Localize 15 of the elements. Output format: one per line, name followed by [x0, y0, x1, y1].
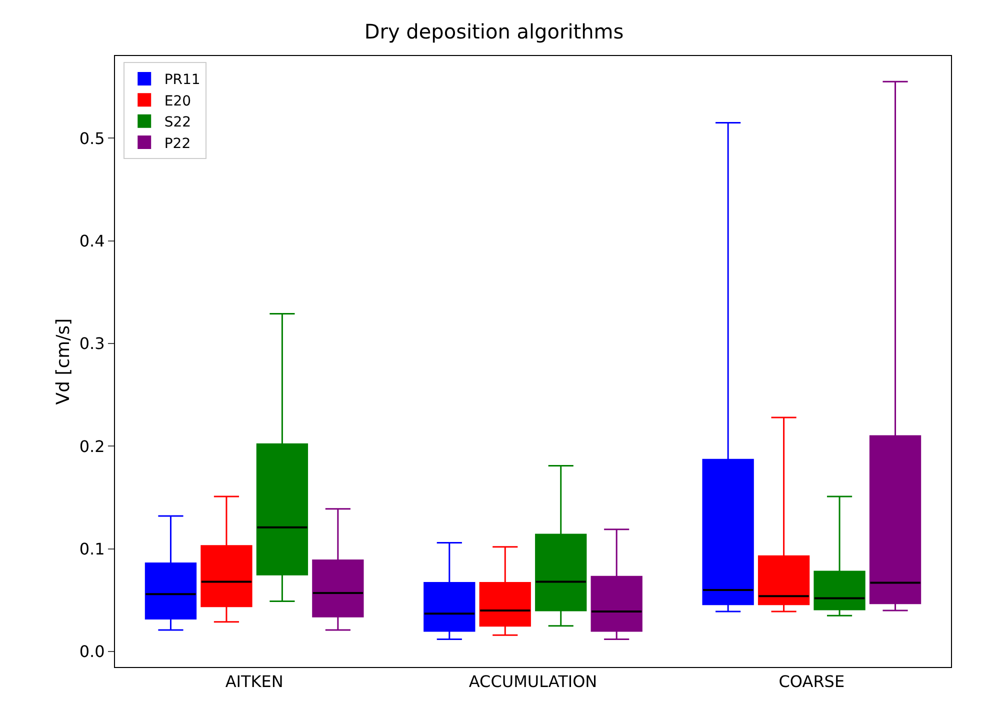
y-tick-label: 0.5	[79, 128, 105, 148]
x-tick-label: AITKEN	[225, 672, 284, 692]
legend-label: E20	[164, 93, 192, 110]
x-tick-label: ACCUMULATION	[468, 672, 598, 692]
x-tick-label: COARSE	[778, 672, 845, 692]
y-axis-title: Vd [cm/s]	[53, 318, 74, 405]
legend-label: PR11	[164, 72, 200, 88]
legend-label: P22	[164, 136, 191, 152]
chart-title: Dry deposition algorithms	[364, 20, 624, 44]
y-tick-label: 0.2	[79, 436, 105, 456]
legend-label: S22	[164, 114, 192, 131]
y-tick-label: 0.4	[79, 231, 105, 250]
y-tick-label: 0.0	[79, 642, 105, 662]
y-tick-label: 0.3	[79, 334, 105, 354]
y-tick-label: 0.1	[79, 540, 105, 559]
